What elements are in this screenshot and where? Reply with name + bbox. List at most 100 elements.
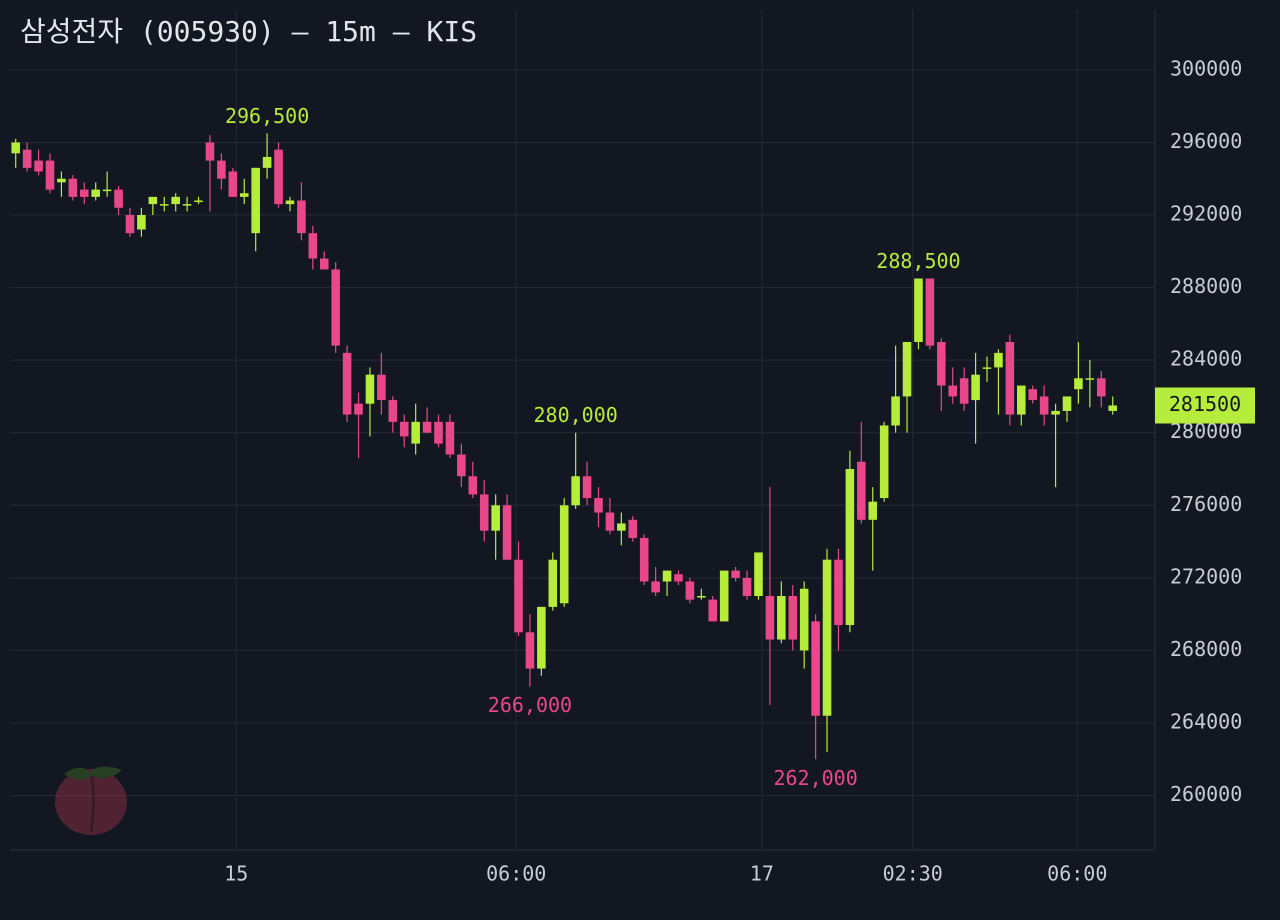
chart-title: 삼성전자 (005930) — 15m — KIS — [20, 15, 477, 48]
candle-body — [514, 559, 523, 633]
y-tick-label: 288000 — [1170, 274, 1242, 298]
candle-body — [502, 505, 512, 560]
candle-body — [1108, 405, 1118, 411]
candle-body — [925, 278, 935, 346]
y-tick-label: 264000 — [1170, 710, 1242, 734]
candle-body — [914, 278, 923, 343]
candle-body — [868, 501, 878, 520]
candle-body — [22, 149, 32, 168]
candle-body — [548, 559, 558, 607]
annotation: 280,000 — [533, 403, 617, 427]
annotation: 288,500 — [876, 249, 960, 273]
candle-body — [937, 342, 946, 386]
candle-body — [319, 258, 329, 270]
candle-body — [605, 512, 615, 531]
candle-body — [879, 425, 889, 499]
candle-body — [1074, 378, 1083, 390]
candle-body — [479, 494, 489, 531]
candle-body — [68, 178, 78, 197]
candle-body — [765, 596, 775, 640]
watermark — [55, 766, 127, 835]
candle-body — [731, 570, 740, 578]
candle-body — [639, 537, 649, 582]
x-tick-label: 15 — [224, 862, 248, 886]
candle-body — [331, 269, 340, 346]
candle-body — [251, 167, 260, 234]
candle-body — [708, 599, 718, 622]
candle-body — [114, 189, 123, 208]
y-tick-label: 284000 — [1170, 347, 1242, 371]
candle-body — [994, 352, 1003, 368]
candle-body — [399, 421, 409, 437]
candle-body — [971, 374, 980, 401]
candle-body — [719, 570, 729, 622]
candle-body — [274, 149, 283, 205]
candle-body — [594, 498, 603, 513]
candle-body — [1005, 342, 1015, 415]
candle-body — [57, 178, 66, 183]
x-tick-label: 06:00 — [1047, 862, 1107, 886]
candle-body — [445, 421, 455, 455]
candle-body — [651, 581, 660, 593]
candle-body — [1039, 396, 1049, 415]
candle-body — [411, 421, 420, 444]
candle-body — [11, 142, 20, 154]
candle-body — [788, 596, 798, 640]
candle-body — [34, 160, 43, 172]
candle-body — [388, 400, 398, 422]
candle-body — [125, 215, 135, 234]
y-tick-label: 300000 — [1170, 56, 1242, 80]
y-tick-label: 272000 — [1170, 564, 1242, 588]
candle-body — [685, 581, 695, 600]
candle-body — [182, 204, 192, 206]
candle-body — [45, 160, 55, 190]
candle-body — [697, 596, 706, 598]
last-price-box — [1155, 387, 1255, 424]
candle-body — [285, 200, 295, 205]
annotation: 266,000 — [488, 693, 572, 717]
candle-body — [239, 193, 249, 197]
y-tick-label: 292000 — [1170, 202, 1242, 226]
candle-body — [948, 385, 958, 397]
candle-body — [377, 374, 386, 401]
candle-body — [342, 352, 352, 415]
candle-body — [674, 574, 683, 582]
candle-body — [1085, 378, 1095, 380]
candle-body — [582, 476, 592, 499]
last-price-label: 281500 — [1169, 392, 1241, 416]
candle-body — [628, 519, 638, 538]
candle-body — [365, 374, 375, 404]
candle-body — [959, 378, 969, 404]
y-tick-label: 296000 — [1170, 129, 1242, 153]
candle-body — [468, 476, 478, 495]
annotation: 262,000 — [773, 766, 857, 790]
candle-body — [422, 421, 432, 433]
candle-body — [742, 577, 752, 597]
candle-body — [148, 196, 158, 205]
candle-body — [537, 606, 546, 669]
candle-body — [754, 552, 763, 597]
candle-body — [834, 559, 843, 626]
candle-body — [228, 171, 238, 197]
candle-body — [308, 233, 318, 259]
annotation: 296,500 — [225, 104, 309, 128]
candle-body — [799, 588, 809, 651]
candle-body — [982, 367, 992, 369]
candle-body — [662, 570, 672, 582]
candle-body — [91, 189, 100, 197]
candle-body — [79, 189, 89, 197]
candle-body — [194, 200, 203, 202]
candle-body — [902, 342, 912, 397]
candle-body — [434, 421, 443, 444]
candle-body — [525, 632, 535, 669]
candle-body — [571, 476, 580, 506]
candle-body — [217, 160, 226, 179]
candle-body — [491, 505, 500, 531]
candle-body — [102, 189, 112, 192]
candle-body — [1017, 385, 1026, 415]
candle-body — [845, 469, 855, 626]
candle-body — [457, 454, 466, 477]
candle-body — [1097, 378, 1106, 397]
